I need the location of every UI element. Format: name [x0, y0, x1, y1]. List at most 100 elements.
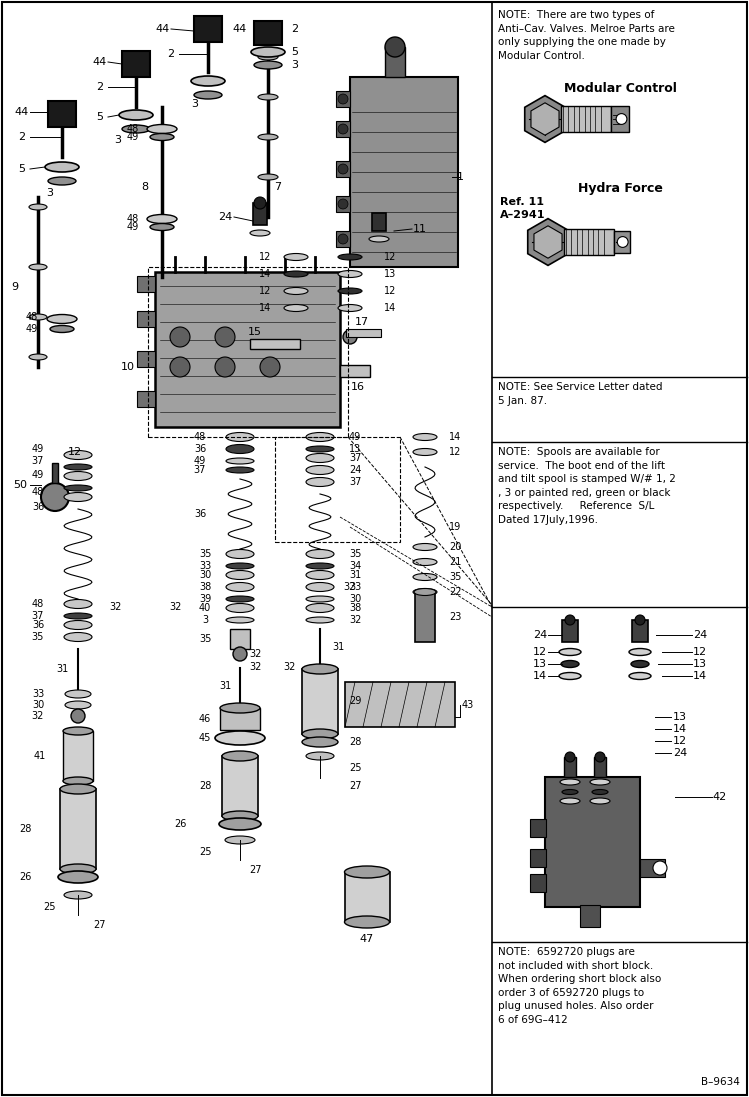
Ellipse shape	[64, 472, 92, 480]
Bar	[230, 629, 250, 649]
Ellipse shape	[306, 446, 334, 452]
Ellipse shape	[345, 916, 389, 928]
Ellipse shape	[63, 777, 93, 785]
Text: 13: 13	[533, 659, 547, 669]
Text: 14: 14	[673, 724, 687, 734]
Bar	[48, 101, 76, 127]
Text: 32: 32	[31, 711, 44, 721]
Ellipse shape	[63, 727, 93, 735]
Ellipse shape	[559, 648, 581, 656]
Text: 35: 35	[449, 572, 461, 583]
Text: 14: 14	[384, 303, 396, 313]
Circle shape	[41, 483, 69, 511]
Circle shape	[565, 753, 575, 762]
Text: 35: 35	[198, 548, 211, 559]
Text: 37: 37	[31, 456, 44, 466]
Ellipse shape	[65, 690, 91, 698]
Ellipse shape	[64, 464, 92, 470]
Circle shape	[215, 357, 235, 377]
Text: 47: 47	[360, 934, 374, 945]
Text: 14: 14	[693, 671, 707, 681]
Bar	[137, 351, 155, 367]
Text: 50: 50	[13, 480, 27, 490]
Text: 32: 32	[349, 615, 361, 625]
Text: 24: 24	[533, 630, 547, 640]
Text: 38: 38	[349, 603, 361, 613]
Ellipse shape	[222, 751, 258, 761]
Text: 12: 12	[673, 736, 687, 746]
Text: 38: 38	[199, 583, 211, 592]
Circle shape	[653, 861, 667, 875]
Text: 12: 12	[533, 647, 547, 657]
Text: 23: 23	[449, 612, 461, 622]
Bar	[530, 819, 546, 837]
Ellipse shape	[284, 305, 308, 312]
Bar	[253, 203, 267, 225]
Ellipse shape	[226, 596, 254, 602]
Ellipse shape	[284, 253, 308, 260]
Text: 8: 8	[142, 182, 148, 192]
Text: 9: 9	[11, 282, 19, 292]
Text: 44: 44	[233, 24, 247, 34]
Text: 3: 3	[192, 99, 198, 109]
Ellipse shape	[29, 204, 47, 210]
Ellipse shape	[64, 633, 92, 642]
Circle shape	[338, 94, 348, 104]
Bar	[530, 874, 546, 892]
Ellipse shape	[414, 588, 436, 596]
Ellipse shape	[45, 162, 79, 172]
Text: 32: 32	[284, 661, 296, 672]
Bar	[561, 106, 610, 132]
Ellipse shape	[306, 603, 334, 612]
Ellipse shape	[302, 730, 338, 739]
Bar	[340, 365, 370, 377]
Text: 37: 37	[349, 477, 361, 487]
Text: 28: 28	[19, 824, 31, 834]
Ellipse shape	[29, 314, 47, 320]
Bar	[336, 91, 350, 108]
Text: 13: 13	[349, 444, 361, 454]
Ellipse shape	[413, 449, 437, 455]
Text: 27: 27	[94, 920, 106, 930]
Text: Hydra Force: Hydra Force	[577, 182, 662, 195]
Text: 44: 44	[15, 108, 29, 117]
Ellipse shape	[258, 134, 278, 140]
Ellipse shape	[226, 550, 254, 558]
Bar	[250, 339, 300, 349]
Text: 17: 17	[355, 317, 369, 327]
Ellipse shape	[560, 798, 580, 804]
Ellipse shape	[338, 305, 362, 312]
Circle shape	[595, 753, 605, 762]
Polygon shape	[531, 103, 559, 135]
Text: 36: 36	[32, 620, 44, 630]
Bar	[345, 682, 455, 727]
Text: 35: 35	[198, 634, 211, 644]
Text: 12: 12	[693, 647, 707, 657]
Text: 22: 22	[449, 587, 461, 597]
Bar	[155, 272, 340, 427]
Ellipse shape	[284, 287, 308, 294]
Circle shape	[338, 124, 348, 134]
Text: 11: 11	[413, 224, 427, 234]
Polygon shape	[528, 218, 568, 265]
Bar	[336, 161, 350, 177]
Text: 43: 43	[462, 700, 474, 710]
Circle shape	[617, 237, 628, 248]
Ellipse shape	[47, 315, 77, 324]
Bar	[530, 849, 546, 867]
Ellipse shape	[338, 255, 362, 260]
Text: 49: 49	[32, 470, 44, 480]
Text: 49: 49	[349, 432, 361, 442]
Text: Modular Control: Modular Control	[563, 82, 676, 95]
Text: 33: 33	[349, 583, 361, 592]
Text: NOTE: See Service Letter dated
5 Jan. 87.: NOTE: See Service Letter dated 5 Jan. 87…	[498, 382, 663, 406]
Text: 37: 37	[194, 465, 206, 475]
Ellipse shape	[561, 660, 579, 667]
Text: 12: 12	[383, 286, 396, 296]
Ellipse shape	[64, 599, 92, 609]
Text: 28: 28	[349, 737, 361, 747]
Circle shape	[254, 197, 266, 210]
Text: 5: 5	[19, 163, 25, 174]
Ellipse shape	[64, 485, 92, 491]
Ellipse shape	[194, 91, 222, 99]
